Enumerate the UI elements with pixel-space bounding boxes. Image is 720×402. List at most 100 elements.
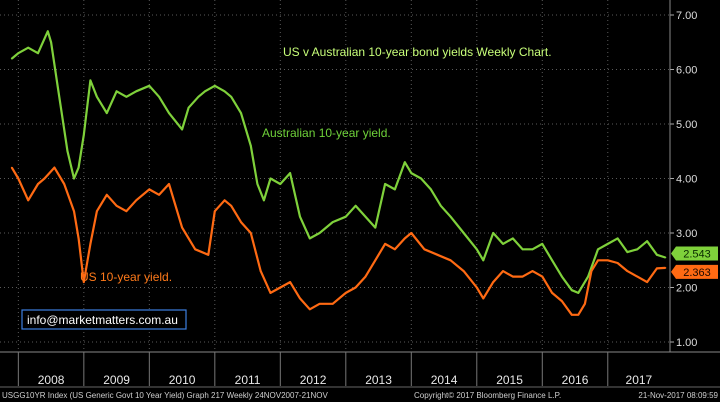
us-data-point xyxy=(462,270,465,273)
us-data-point xyxy=(125,210,128,213)
us-data-point xyxy=(194,248,197,251)
australian-data-point xyxy=(230,95,233,98)
y-tick-label: 4.00 xyxy=(676,174,697,186)
us-data-point xyxy=(10,166,13,169)
x-tick-label: 2012 xyxy=(300,373,327,387)
australian-data-point xyxy=(308,237,311,240)
us-data-point xyxy=(308,308,311,311)
last-value-tags: 2.543 2.363 xyxy=(671,246,718,279)
us-data-point xyxy=(374,259,377,262)
y-tick-label: 7.00 xyxy=(676,10,697,22)
australian-data-point xyxy=(256,183,259,185)
us-series-label: US 10-year yield. xyxy=(80,270,172,284)
australian-data-point xyxy=(17,52,20,55)
footer-security-description: USGG10YR Index (US Generic Govt 10 Year … xyxy=(2,391,328,400)
australian-data-point xyxy=(646,240,648,243)
australian-yield-line xyxy=(11,30,666,294)
australian-data-point xyxy=(66,150,69,153)
us-data-point xyxy=(213,210,216,213)
us-data-point xyxy=(331,302,334,305)
australian-data-point xyxy=(531,248,534,251)
us-data-point xyxy=(259,270,262,273)
australian-series-label: Australian 10-year yield. xyxy=(262,126,391,140)
us-data-point xyxy=(410,232,413,234)
us-data-point xyxy=(344,292,347,294)
us-data-point xyxy=(597,259,599,262)
australian-data-point xyxy=(105,112,108,114)
us-data-point xyxy=(354,286,357,289)
us-data-point xyxy=(240,221,242,224)
australian-data-point xyxy=(541,243,544,245)
us-data-point xyxy=(17,177,20,180)
y-tick-label: 2.00 xyxy=(676,283,697,295)
australian-data-point xyxy=(37,52,39,55)
australian-data-point xyxy=(482,259,485,262)
australian-data-point xyxy=(597,248,599,251)
australian-data-point xyxy=(56,84,59,87)
australian-data-point xyxy=(449,215,452,218)
us-data-point xyxy=(521,275,524,278)
australian-data-point xyxy=(269,177,272,180)
australian-data-point xyxy=(318,232,321,234)
australian-data-point xyxy=(344,215,347,218)
us-data-point xyxy=(492,281,495,283)
us-data-point xyxy=(115,204,118,207)
australian-data-point xyxy=(197,95,200,98)
us-data-point xyxy=(551,292,554,294)
footer-timestamp: 21-Nov-2017 08:09:59 xyxy=(638,391,718,400)
australian-data-point xyxy=(551,259,554,262)
australian-data-point xyxy=(223,90,226,93)
australian-data-point xyxy=(502,243,504,245)
us-data-point xyxy=(482,297,485,300)
us-data-point xyxy=(364,275,367,278)
australian-data-point xyxy=(492,232,495,234)
australian-data-point xyxy=(636,248,639,251)
us-data-point xyxy=(561,300,563,303)
australian-data-point xyxy=(204,90,206,93)
x-axis: 2008 2009 2010 2011 2012 2013 2014 2015 2016 2017 xyxy=(0,351,720,388)
us-data-point xyxy=(249,232,252,234)
us-data-point xyxy=(269,292,272,294)
us-data-point xyxy=(475,286,478,289)
australian-data-point xyxy=(374,226,377,229)
australian-data-point xyxy=(587,275,590,278)
australian-data-point xyxy=(403,161,406,164)
australian-data-point xyxy=(616,237,619,240)
us-data-point xyxy=(53,166,56,169)
us-data-point xyxy=(43,177,46,180)
watermark-email: info@marketmatters.com.au xyxy=(27,313,178,327)
us-data-point xyxy=(616,262,619,264)
us-data-point xyxy=(583,302,586,305)
australian-data-point xyxy=(521,248,524,251)
us-data-point xyxy=(656,267,658,270)
us-data-point xyxy=(570,313,573,316)
us-data-point xyxy=(394,248,396,251)
australian-data-point xyxy=(50,41,52,44)
australian-data-point xyxy=(331,221,334,224)
australian-data-point xyxy=(394,188,396,191)
australian-data-point xyxy=(77,166,80,169)
us-data-point xyxy=(89,243,92,245)
chart-title: US v Australian 10-year bond yields Week… xyxy=(283,45,552,59)
australian-last-value-label: 2.543 xyxy=(683,249,711,261)
us-data-point xyxy=(318,302,321,305)
australian-data-point xyxy=(135,90,138,93)
australian-data-point xyxy=(187,106,190,109)
australian-data-point xyxy=(462,232,465,234)
us-data-point xyxy=(63,183,66,185)
us-data-point xyxy=(423,248,426,251)
us-data-point xyxy=(403,237,406,240)
us-data-point xyxy=(384,243,387,245)
us-data-point xyxy=(181,226,183,229)
australian-data-point xyxy=(125,95,128,98)
australian-data-point xyxy=(148,84,151,87)
australian-data-point xyxy=(96,95,98,98)
us-last-value-tag xyxy=(671,264,718,279)
x-tick-label: 2009 xyxy=(103,373,130,387)
watermark-box xyxy=(21,309,187,330)
australian-data-point xyxy=(439,204,442,207)
x-tick-label: 2010 xyxy=(169,373,196,387)
us-data-point xyxy=(299,297,301,300)
australian-data-point xyxy=(168,112,170,114)
